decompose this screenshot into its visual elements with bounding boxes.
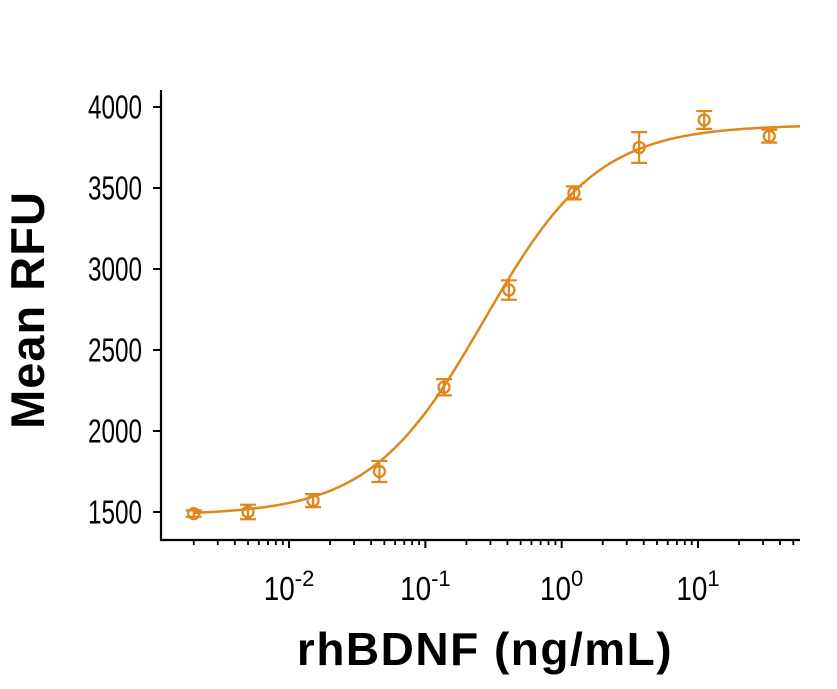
data-point-marker — [567, 186, 581, 200]
data-point-marker — [187, 506, 201, 521]
x-tick-label: 100 — [540, 566, 583, 607]
x-tick-label: 10-2 — [264, 566, 315, 607]
y-tick-label: 1500 — [88, 493, 142, 530]
y-tick-label: 3000 — [88, 250, 142, 287]
data-point-marker — [372, 464, 387, 479]
data-point-marker — [762, 129, 776, 143]
x-tick-label: 101 — [676, 566, 719, 607]
x-tick-label: 10-1 — [400, 566, 451, 607]
data-point-marker — [241, 505, 255, 519]
y-tick-label: 4000 — [88, 89, 142, 126]
data-point-marker — [306, 493, 320, 508]
fit-curve — [193, 125, 801, 515]
data-point-marker — [437, 380, 451, 394]
x-axis-title: rhBDNF (ng/mL) — [296, 623, 674, 675]
data-point-marker — [632, 140, 646, 155]
data-point-marker — [502, 283, 516, 297]
y-axis-title: Mean RFU — [1, 191, 54, 429]
y-tick-label: 2500 — [88, 331, 142, 368]
y-tick-label: 3500 — [88, 170, 142, 207]
y-tick-label: 2000 — [88, 412, 142, 449]
data-point-marker — [697, 113, 711, 127]
